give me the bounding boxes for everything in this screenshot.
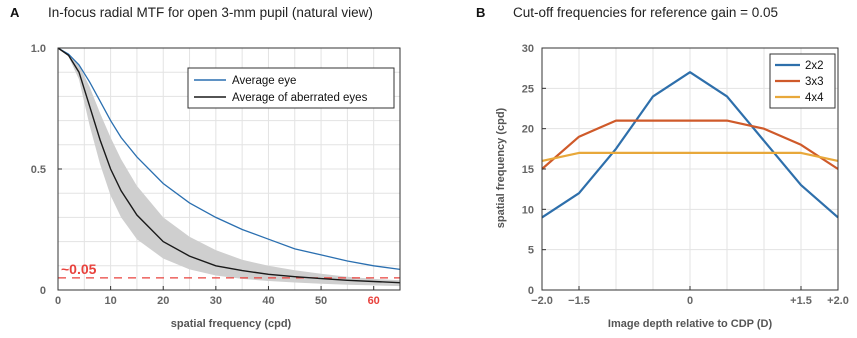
y-tick-label: 0 bbox=[528, 285, 534, 297]
series-line-1 bbox=[57, 47, 401, 284]
panel-b-letter: B bbox=[476, 5, 485, 20]
x-tick-label: 40 bbox=[262, 295, 274, 307]
x-tick-label: 50 bbox=[315, 295, 327, 307]
series-line-3x3 bbox=[541, 119, 839, 170]
x-tick-label: 60 bbox=[368, 295, 380, 307]
y-tick-label: 5 bbox=[528, 245, 534, 257]
x-tick-label: −2.0 bbox=[531, 295, 553, 307]
panel-b-title: Cut-off frequencies for reference gain =… bbox=[513, 5, 778, 20]
y-tick-label: 0 bbox=[40, 285, 46, 297]
y-tick-label: 25 bbox=[522, 83, 534, 95]
variability-band bbox=[58, 48, 400, 287]
y-tick-label: 15 bbox=[522, 164, 534, 176]
x-tick-label: 10 bbox=[104, 295, 116, 307]
x-tick-label: 0 bbox=[55, 295, 61, 307]
panel-a-xlabel: spatial frequency (cpd) bbox=[171, 318, 292, 330]
x-tick-label: +1.5 bbox=[790, 295, 812, 307]
legend-label-4x4: 4x4 bbox=[805, 92, 824, 104]
panel-a-plot: ~0.05 0 10 20 30 40 50 60 0 0.5 1.0 Average eye Aver… bbox=[31, 43, 401, 307]
y-tick-label: 1.0 bbox=[31, 43, 46, 55]
panel-a-letter: A bbox=[10, 5, 20, 20]
panel-b-ylabel: spatial frequency (cpd) bbox=[495, 107, 507, 228]
panel-a-title: In-focus radial MTF for open 3-mm pupil … bbox=[48, 5, 373, 20]
y-tick-label: 0.5 bbox=[31, 164, 46, 176]
x-tick-label: 20 bbox=[157, 295, 169, 307]
panel-b-plot: −2.0 −1.5 0 +1.5 +2.0 0 5 10 15 20 25 30 2x2 3x3 4x4 bbox=[522, 43, 849, 307]
y-tick-label: 10 bbox=[522, 204, 534, 216]
legend-label-2x2: 2x2 bbox=[805, 60, 824, 72]
panel-b-xlabel: Image depth relative to CDP (D) bbox=[608, 318, 773, 330]
legend-box bbox=[187, 67, 395, 109]
y-tick-label: 30 bbox=[522, 43, 534, 55]
x-tick-label: −1.5 bbox=[568, 295, 590, 307]
legend-label-1: Average of aberrated eyes bbox=[232, 92, 368, 104]
x-tick-label: +2.0 bbox=[827, 295, 849, 307]
y-tick-label: 20 bbox=[522, 124, 534, 136]
series-line-0 bbox=[57, 47, 401, 271]
series-line-4x4 bbox=[541, 151, 839, 162]
legend-label-0: Average eye bbox=[232, 75, 296, 87]
x-tick-label: 30 bbox=[210, 295, 222, 307]
series-line-2x2 bbox=[541, 71, 839, 219]
reference-line-label: ~0.05 bbox=[61, 261, 97, 277]
legend-label-3x3: 3x3 bbox=[805, 76, 824, 88]
x-tick-label: 0 bbox=[687, 295, 693, 307]
